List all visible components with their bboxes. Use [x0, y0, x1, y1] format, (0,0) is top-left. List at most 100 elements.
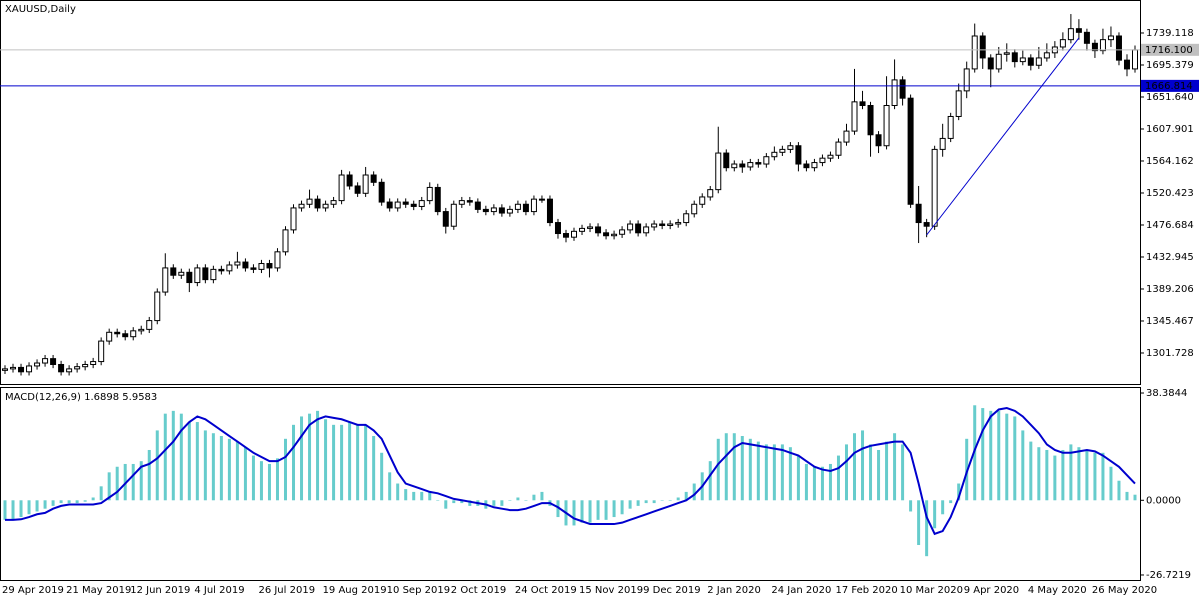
histogram-bar [27, 500, 31, 515]
histogram-bar [893, 433, 897, 501]
histogram-bar [644, 500, 648, 504]
x-tick-label: 24 Oct 2019 [515, 585, 577, 596]
candle-body [747, 162, 754, 168]
histogram-bar [308, 413, 312, 501]
histogram-bar [171, 410, 175, 501]
histogram-bar [372, 436, 376, 501]
candle-body [723, 152, 730, 169]
candle-body [603, 232, 610, 237]
candle-body [210, 268, 217, 281]
histogram-bar [324, 419, 328, 501]
candle-body [827, 154, 834, 159]
candle-body [490, 207, 497, 213]
histogram-bar [187, 422, 191, 501]
y-tick-label: 1607.901 [1146, 124, 1194, 135]
histogram-bar [556, 500, 560, 518]
candle-body [162, 267, 169, 293]
candle-body [18, 366, 25, 373]
candle-body [106, 331, 113, 342]
histogram-bar [267, 463, 271, 501]
candle-body [306, 198, 313, 205]
candle-body [50, 358, 57, 365]
candle-body [266, 263, 273, 269]
candle-body [635, 223, 642, 234]
candle-body [651, 223, 658, 228]
candle-body [835, 141, 842, 156]
candle-body [595, 226, 602, 234]
candle-body [803, 163, 810, 169]
histogram-bar [404, 489, 408, 501]
candle-body [1123, 59, 1130, 70]
candle-body [122, 333, 129, 338]
candle-body [915, 203, 922, 224]
candle-body [2, 368, 8, 371]
histogram-bar [620, 500, 624, 515]
candle-body [226, 264, 233, 272]
histogram-bar [524, 500, 528, 501]
y-tick-label: 1345.467 [1146, 316, 1194, 327]
candle-body [1035, 57, 1042, 66]
histogram-bar [67, 500, 71, 504]
histogram-bar [420, 491, 424, 501]
y-tick-label: 1432.945 [1146, 252, 1194, 263]
candle-body [771, 151, 778, 158]
candle-body [875, 134, 882, 147]
candle-body [891, 79, 898, 106]
x-tick-label: 10 Sep 2019 [387, 585, 450, 596]
candle-body [675, 222, 682, 225]
histogram-bar [756, 441, 760, 501]
histogram-bar [356, 424, 360, 501]
candle-body [795, 145, 802, 165]
histogram-bar [724, 433, 728, 501]
histogram-bar [1085, 449, 1089, 501]
histogram-bar [941, 500, 945, 515]
candle-body [963, 68, 970, 92]
macd-title: MACD(12,26,9) 1.6898 5.9583 [5, 392, 157, 403]
histogram-bar [436, 500, 440, 501]
histogram-bar [428, 491, 432, 501]
histogram-bar [1133, 494, 1137, 501]
candle-body [418, 200, 425, 207]
histogram-bar [836, 455, 840, 501]
candle-body [34, 362, 41, 367]
histogram-bar [235, 441, 239, 501]
histogram-bar [844, 444, 848, 501]
candle-body [587, 226, 594, 229]
candle-body [498, 207, 505, 214]
histogram-bar [981, 408, 985, 501]
histogram-bar [812, 466, 816, 501]
histogram-bar [1077, 447, 1081, 501]
histogram-bar [1069, 444, 1073, 501]
candle-body [1132, 49, 1138, 70]
candle-body [402, 201, 409, 205]
candle-body [1027, 57, 1034, 66]
histogram-bar [444, 500, 448, 509]
candle-body [154, 291, 161, 322]
candle-body [1115, 35, 1122, 61]
histogram-bar [636, 500, 640, 506]
candle-body [386, 201, 393, 209]
histogram-bar [1029, 441, 1033, 501]
histogram-bar [861, 430, 865, 501]
candle-body [410, 203, 417, 207]
histogram-bar [275, 458, 279, 501]
x-tick-label: 29 Apr 2019 [2, 585, 64, 596]
histogram-bar [684, 491, 688, 501]
candle-body [995, 53, 1002, 70]
candle-body [554, 222, 561, 235]
histogram-bar [147, 449, 151, 501]
candle-body [130, 330, 137, 338]
histogram-bar [516, 497, 520, 501]
candle-body [971, 35, 978, 70]
histogram-bar [19, 500, 23, 518]
candle-body [290, 207, 297, 231]
histogram-bar [380, 452, 384, 501]
x-tick-label: 26 May 2020 [1092, 585, 1157, 596]
candle-body [923, 222, 930, 227]
candle-body [707, 189, 714, 198]
x-tick-label: 10 Mar 2020 [900, 585, 963, 596]
histogram-bar [692, 483, 696, 501]
histogram-bar [772, 444, 776, 501]
candle-body [1091, 42, 1098, 52]
histogram-bar [1125, 491, 1129, 501]
